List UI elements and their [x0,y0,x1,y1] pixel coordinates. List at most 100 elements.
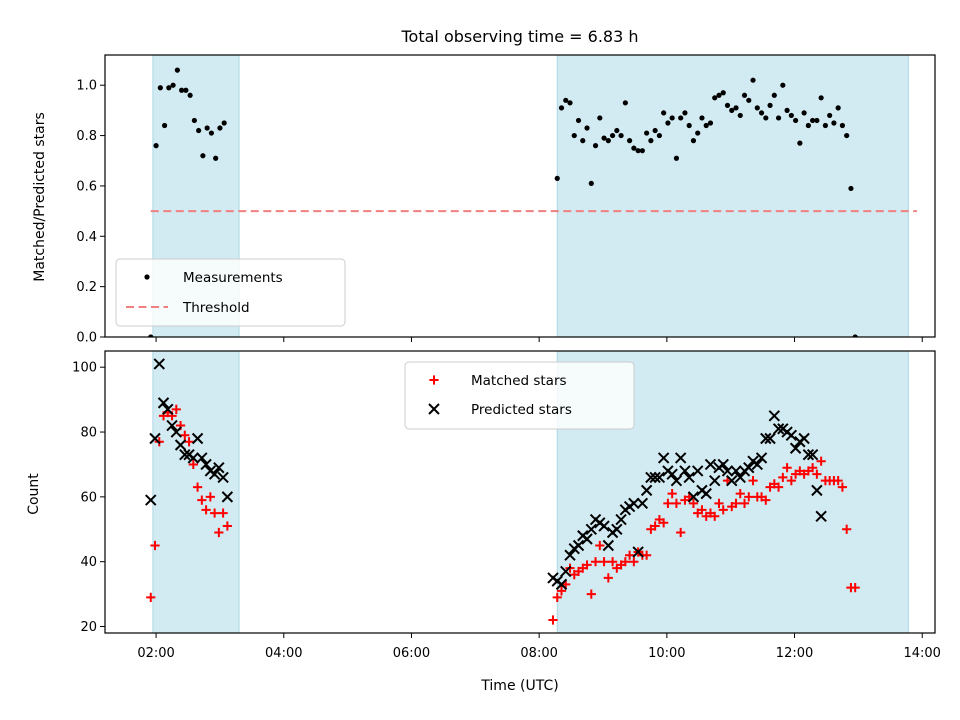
top-measurements-point-30 [605,138,611,144]
top-measurements-point-13 [204,125,210,131]
bottom-predicted-stars-point-18 [221,491,234,503]
bottom-matched-stars-point-29 [590,557,601,567]
bottom-predicted-stars-point-38 [628,497,640,510]
top-measurements-point-43 [661,110,667,116]
bottom-matched-stars-point-11 [192,482,203,492]
bottom-shaded-interval-0 [152,350,240,634]
top-measurements-point-64 [750,77,756,83]
top-measurements-point-38 [639,148,645,154]
top-measurements-point-48 [682,110,688,116]
top-measurements-point-19 [558,105,565,111]
bottom-predicted-stars-point-59 [717,458,729,471]
top-measurements-point-44 [665,120,671,126]
bottom-matched-stars-point-36 [620,557,630,567]
bottom-matched-stars-point-0 [146,592,156,602]
bottom-xtick-label: 02:00 [137,646,174,661]
bottom-predicted-stars-point-6 [170,426,183,438]
bottom-matched-stars-point-64 [739,498,750,508]
top-measurements-point-49 [686,122,692,129]
top-measurements-point-8 [183,87,189,93]
top-axes-frame [104,54,936,338]
bottom-predicted-stars-point-39 [632,546,644,558]
x-axis-label: Time (UTC) [480,678,558,694]
bottom-predicted-stars-point-55 [700,487,712,500]
top-measurements-point-72 [784,107,790,113]
top-legend: Measurements Threshold [115,258,346,327]
bottom-matched-stars-point-17 [218,508,228,518]
bottom-matched-stars-point-81 [812,469,822,479]
bottom-matched-stars-point-14 [205,492,215,502]
bottom-predicted-stars-point-45 [657,452,670,464]
bottom-legend-marker-predicted [428,403,440,415]
bottom-predicted-stars-point-52 [687,491,700,503]
bottom-panel-ylabel: Count [26,473,42,515]
bottom-matched-stars-point-20 [552,592,562,602]
top-legend-label-threshold: Threshold [182,300,250,316]
bottom-matched-stars-point-21 [556,586,567,596]
top-measurements-point-0 [148,334,154,337]
bottom-predicted-stars-point-79 [802,449,815,461]
top-measurements-point-2 [157,85,163,91]
bottom-predicted-stars-point-61 [726,474,738,487]
top-measurements-point-31 [609,132,616,139]
bottom-matched-stars-point-16 [214,527,224,538]
bottom-matched-stars-point-54 [697,505,707,515]
bottom-predicted-stars-point-80 [806,449,819,461]
bottom-matched-stars-point-33 [607,557,618,567]
top-legend-frame [115,258,346,327]
bottom-matched-stars-point-86 [833,476,843,486]
bottom-predicted-stars-point-67 [751,458,764,471]
top-measurements-point-6 [174,67,180,73]
top-measurements-point-52 [699,115,705,121]
top-measurements-point-35 [627,138,633,144]
top-measurements-point-71 [780,82,786,88]
bottom-predicted-stars-point-28 [585,523,598,535]
top-measurements-point-12 [200,153,206,159]
bottom-matched-stars-point-69 [761,495,771,505]
top-measurements-point-56 [716,92,722,98]
bottom-ytick-label: 100 [72,361,97,376]
bottom-predicted-stars-point-13 [200,458,212,471]
top-measurements-point-37 [635,148,641,154]
top-measurements-point-4 [166,85,172,91]
bottom-matched-stars-point-15 [210,508,220,518]
top-measurements-point-87 [848,185,854,192]
top-measurements-point-85 [839,122,846,129]
bottom-predicted-stars-point-5 [166,419,178,432]
top-measurements-point-27 [592,143,599,149]
bottom-matched-stars-point-82 [816,456,826,466]
bottom-matched-stars-point-88 [842,524,852,534]
bottom-predicted-stars-point-57 [709,474,721,487]
top-measurements-point-20 [563,97,569,103]
bottom-matched-stars-point-73 [778,472,788,483]
bottom-predicted-stars-point-10 [187,452,200,464]
top-measurements-point-21 [567,100,573,106]
bottom-predicted-stars-point-8 [179,449,191,461]
bottom-predicted-stars-point-41 [640,484,653,497]
bottom-predicted-stars-point-69 [760,432,772,445]
bottom-predicted-stars-point-0 [145,494,157,506]
bottom-predicted-stars-point-23 [564,549,576,561]
top-measurements-point-86 [844,132,850,139]
top-measurements-point-65 [754,105,760,111]
top-ytick-label: 0.0 [76,331,97,346]
bottom-predicted-stars-point-3 [157,397,170,409]
top-measurements-point-68 [767,102,773,108]
top-measurements-point-51 [695,130,701,136]
top-measurements-point-45 [669,115,675,121]
top-ytick-label: 0.4 [76,230,97,245]
top-measurements-point-5 [170,82,176,88]
bottom-matched-stars-point-72 [773,482,784,492]
bottom-predicted-stars-point-63 [734,471,746,484]
bottom-matched-stars-point-31 [599,557,609,567]
bottom-predicted-stars-point-25 [572,539,585,552]
bottom-predicted-stars-point-42 [645,471,657,484]
bottom-ytick-label: 40 [80,555,97,570]
top-ytick-label: 1.0 [76,79,97,94]
bottom-matched-stars-point-47 [667,489,677,499]
bottom-predicted-stars-point-47 [666,468,678,480]
top-measurements-point-60 [733,105,739,111]
bottom-matched-stars-point-12 [197,495,207,505]
bottom-matched-stars-point-43 [650,521,660,531]
